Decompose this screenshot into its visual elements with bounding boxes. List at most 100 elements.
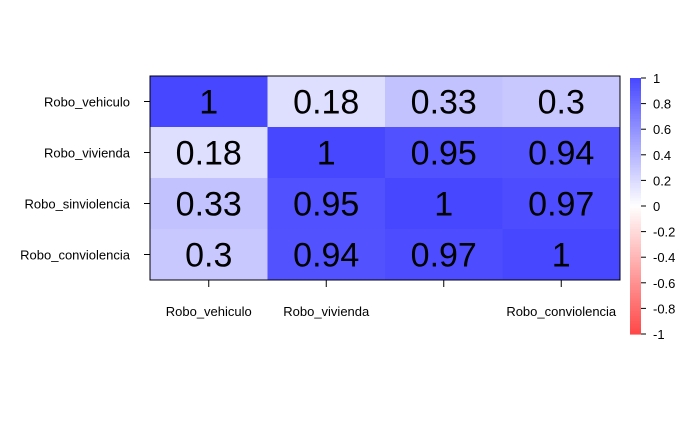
legend-swatch-66: [630, 246, 641, 251]
legend-swatch-91: [630, 310, 641, 315]
cell-value-r1-c0: 0.18: [176, 135, 242, 173]
legend-swatch-3: [630, 85, 641, 89]
column-labels: Robo_vehiculo Robo_vivienda Robo_conviolen…: [166, 280, 617, 319]
legend-swatch-74: [630, 267, 641, 271]
legend-swatch-80: [630, 282, 641, 286]
legend-label-3: 0.4: [653, 148, 671, 163]
legend-swatch-92: [630, 313, 641, 317]
color-legend: 1 0.8 0.6 0.4 0.2 0 -0.2 -0.4 -0.6 -0.8 -1: [630, 71, 675, 342]
legend-swatch-41: [630, 182, 641, 187]
legend-swatch-10: [630, 103, 641, 107]
legend-swatch-22: [630, 134, 641, 138]
cell-value-r3-c0: 0.3: [185, 237, 232, 275]
cell-value-r0-c1: 0.18: [293, 84, 359, 122]
plot-border: [149, 75, 621, 281]
cell-value-r2-c3: 0.97: [528, 186, 594, 224]
legend-swatch-67: [630, 249, 641, 253]
legend-swatch-21: [630, 131, 641, 135]
heatmap-cell-r1-c1: [267, 127, 386, 179]
legend-swatch-36: [630, 170, 641, 174]
legend-label-0: 1: [653, 71, 660, 86]
legend-swatch-33: [630, 162, 641, 166]
legend-swatch-77: [630, 275, 641, 279]
legend-swatch-93: [630, 316, 641, 320]
legend-swatch-96: [630, 323, 641, 327]
legend-swatch-56: [630, 221, 641, 225]
legend-swatch-4: [630, 88, 641, 92]
legend-swatch-62: [630, 236, 641, 240]
legend-label-7: -0.4: [653, 250, 675, 265]
legend-swatch-47: [630, 198, 641, 202]
legend-swatch-69: [630, 254, 641, 258]
legend-swatch-51: [630, 208, 641, 212]
legend-swatch-84: [630, 293, 641, 297]
legend-swatch-17: [630, 121, 641, 125]
legend-swatch-97: [630, 326, 641, 330]
legend-swatch-86: [630, 298, 641, 302]
legend-swatch-68: [630, 252, 641, 256]
legend-swatch-46: [630, 195, 641, 199]
heatmap-cell-r3-c0: [150, 229, 268, 281]
legend-swatch-7: [630, 95, 641, 100]
legend-swatch-73: [630, 264, 641, 269]
legend-swatch-76: [630, 272, 641, 276]
legend-swatch-24: [630, 139, 641, 143]
legend-swatch-55: [630, 218, 641, 222]
heatmap-cell-r3-c3: [502, 229, 621, 281]
legend-swatch-83: [630, 290, 641, 294]
cell-value-r2-c2: 1: [434, 186, 453, 224]
legend-swatch-45: [630, 193, 641, 197]
cell-value-r0-c3: 0.3: [538, 84, 585, 122]
column-label-0: Robo_vehiculo: [166, 304, 252, 319]
column-label-1: Robo_vivienda: [283, 304, 370, 319]
legend-swatch-32: [630, 159, 641, 164]
row-label-2: Robo_sinviolencia: [24, 197, 130, 212]
heatmap-cell-r3-c1: [267, 229, 386, 281]
legend-swatch-38: [630, 175, 641, 179]
legend-swatch-16: [630, 118, 641, 123]
legend-swatch-15: [630, 116, 641, 120]
cell-value-r3-c3: 1: [552, 237, 571, 275]
legend-swatch-59: [630, 229, 641, 233]
legend-swatch-9: [630, 101, 641, 105]
legend-swatch-49: [630, 203, 641, 207]
cell-value-r3-c2: 0.97: [411, 237, 477, 275]
legend-swatch-79: [630, 280, 641, 284]
legend-swatch-57: [630, 223, 641, 228]
legend-swatch-37: [630, 172, 641, 176]
legend-swatch-82: [630, 287, 641, 292]
legend-swatch-28: [630, 149, 641, 153]
legend-swatch-50: [630, 206, 641, 210]
legend-label-5: 0: [653, 199, 660, 214]
heatmap-cell-r2-c2: [385, 178, 503, 230]
cell-value-r2-c0: 0.33: [176, 186, 242, 224]
legend-swatch-30: [630, 154, 641, 158]
column-label-3: Robo_conviolencia: [506, 304, 617, 319]
legend-swatch-99: [630, 331, 641, 335]
heatmap-cell-r3-c2: [385, 229, 503, 281]
heatmap-cell-r2-c3: [502, 178, 621, 230]
cell-value-r0-c2: 0.33: [411, 84, 477, 122]
legend-swatch-0: [630, 78, 641, 82]
row-labels: Robo_vehiculo Robo_vivienda Robo_sinviolen…: [20, 95, 150, 263]
legend-swatch-87: [630, 300, 641, 304]
legend-swatch-39: [630, 177, 641, 181]
legend-swatch-43: [630, 188, 641, 192]
legend-swatch-18: [630, 124, 641, 128]
legend-swatch-63: [630, 239, 641, 243]
legend-swatch-95: [630, 321, 641, 325]
legend-swatch-85: [630, 295, 641, 299]
legend-label-2: 0.6: [653, 122, 671, 137]
legend-swatch-52: [630, 211, 641, 215]
heatmap-cell-r1-c0: [150, 127, 268, 179]
legend-swatch-2: [630, 83, 641, 87]
legend-swatch-40: [630, 180, 641, 184]
legend-swatch-31: [630, 157, 641, 161]
legend-swatch-8: [630, 98, 641, 102]
legend-swatch-14: [630, 113, 641, 117]
legend-swatch-64: [630, 241, 641, 245]
legend-swatch-44: [630, 190, 641, 194]
cell-value-r3-c1: 0.94: [293, 237, 359, 275]
legend-swatch-88: [630, 303, 641, 307]
